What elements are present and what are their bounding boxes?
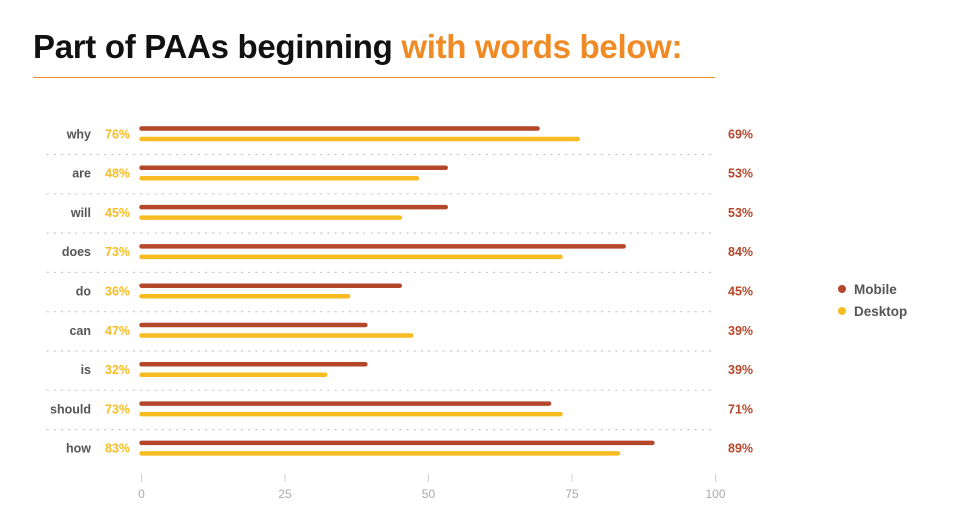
desktop-value-label: 83% bbox=[105, 442, 130, 456]
mobile-value-label: 39% bbox=[728, 363, 753, 377]
category-label: why bbox=[66, 127, 91, 141]
chart-title-main: Part of PAAs beginning bbox=[33, 28, 393, 65]
category-label: how bbox=[66, 442, 91, 456]
mobile-value-label: 84% bbox=[728, 245, 753, 259]
x-tick-label: 25 bbox=[278, 487, 292, 501]
legend-label-mobile: Mobile bbox=[854, 281, 897, 297]
category-label: can bbox=[69, 324, 91, 338]
legend: Mobile Desktop bbox=[838, 278, 907, 322]
desktop-value-label: 76% bbox=[105, 127, 130, 141]
category-label: are bbox=[72, 167, 91, 181]
desktop-value-label: 73% bbox=[105, 245, 130, 259]
category-label: should bbox=[50, 402, 91, 416]
desktop-value-label: 47% bbox=[105, 324, 130, 338]
title-underline bbox=[33, 77, 715, 78]
mobile-value-label: 39% bbox=[728, 324, 753, 338]
legend-item-mobile: Mobile bbox=[838, 278, 907, 300]
chart-title-accent: with words below: bbox=[401, 28, 683, 65]
legend-item-desktop: Desktop bbox=[838, 300, 907, 322]
mobile-value-label: 71% bbox=[728, 402, 753, 416]
x-tick-label: 0 bbox=[138, 487, 145, 501]
mobile-value-label: 53% bbox=[728, 206, 753, 220]
category-label: does bbox=[62, 245, 91, 259]
legend-dot-desktop bbox=[838, 307, 846, 315]
desktop-value-label: 48% bbox=[105, 167, 130, 181]
legend-dot-mobile bbox=[838, 285, 846, 293]
x-tick-label: 75 bbox=[565, 487, 579, 501]
mobile-value-label: 69% bbox=[728, 127, 753, 141]
desktop-value-label: 32% bbox=[105, 363, 130, 377]
mobile-value-label: 53% bbox=[728, 167, 753, 181]
chart-title: Part of PAAs beginning with words below: bbox=[33, 28, 683, 66]
mobile-value-label: 89% bbox=[728, 442, 753, 456]
x-tick-label: 100 bbox=[705, 487, 725, 501]
category-label: do bbox=[76, 284, 92, 298]
desktop-value-label: 73% bbox=[105, 402, 130, 416]
category-label: will bbox=[70, 206, 91, 220]
category-label: is bbox=[81, 363, 91, 377]
legend-label-desktop: Desktop bbox=[854, 303, 908, 319]
desktop-value-label: 36% bbox=[105, 284, 130, 298]
desktop-value-label: 45% bbox=[105, 206, 130, 220]
mobile-value-label: 45% bbox=[728, 284, 753, 298]
x-tick-label: 50 bbox=[422, 487, 436, 501]
